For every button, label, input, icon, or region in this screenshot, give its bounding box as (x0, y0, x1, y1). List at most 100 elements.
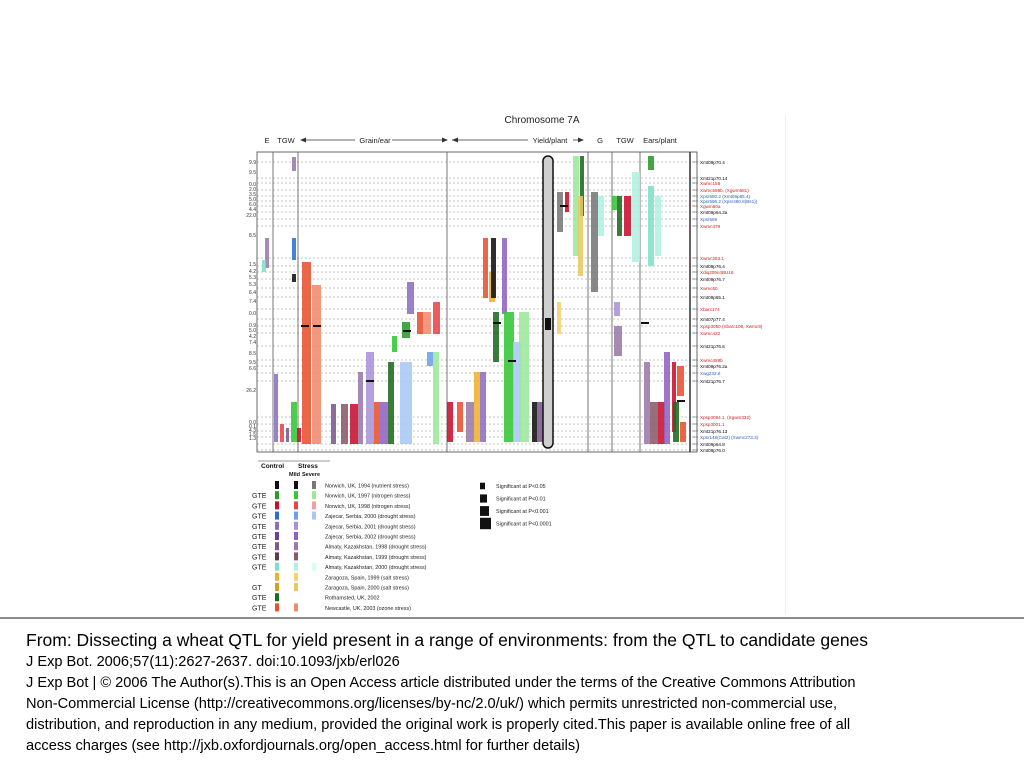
qtl-bar-43 (537, 402, 543, 442)
arrow-head-right (442, 137, 448, 143)
marker-label-1: Xmt21p70.14 (700, 176, 728, 181)
legend-swatch-9-0 (275, 572, 279, 581)
legend-label-10: Zaragoza, Spain, 2000 (salt stress) (325, 586, 409, 592)
qtl-bar-5 (274, 374, 278, 442)
lod-label-3: 2.0 (249, 187, 256, 193)
qtl-bar-47 (573, 156, 579, 256)
marker-label-20: Xmt21p76.6 (700, 344, 725, 349)
legend-swatch-3-1 (294, 511, 298, 520)
significance-glyph-0 (480, 482, 485, 490)
legend-swatch-10-1 (294, 583, 298, 591)
caption-title: From: Dissecting a wheat QTL for yield p… (26, 630, 869, 650)
header-label-tgw: TGW (616, 136, 634, 145)
legend-swatch-12-0 (275, 603, 279, 612)
lod-label-9: 8.5 (249, 233, 256, 239)
legend-swatch-0-0 (275, 481, 279, 489)
header-label-e: E (264, 136, 269, 145)
lod-label-24: 26.2 (246, 388, 256, 394)
qtl-bar-59 (648, 186, 654, 266)
qtl-bar-62 (650, 402, 658, 444)
marker-label-24: Xmt21p76.7 (700, 379, 725, 384)
qtl-bar-67 (673, 402, 679, 442)
legend-tag-4: GTE (252, 524, 267, 531)
legend-swatch-2-0 (275, 501, 279, 510)
qtl-bar-3 (292, 238, 296, 260)
legend-label-12: Newcastle, UK, 2003 (ozone stress) (325, 606, 411, 612)
qtl-bar-28 (433, 352, 439, 444)
plot-frame (256, 151, 698, 453)
marker-label-18: Xpsp3050 (Xbarc108, Xwmc9) (700, 324, 763, 329)
qtl-bar-33 (480, 372, 486, 442)
lod-label-14: 6.4 (249, 290, 256, 296)
qtl-bar-10 (302, 262, 311, 444)
marker-label-14: Xwmc60 (700, 286, 718, 291)
qtl-bar-0 (265, 238, 269, 268)
legend-tag-8: GTE (252, 565, 267, 572)
legend-swatch-0-2 (312, 481, 316, 489)
qtl-bar-57 (632, 172, 640, 262)
qtl-bar-55 (617, 196, 622, 236)
legend-label-8: Almaty, Kazakhstan, 2000 (drought stress… (325, 565, 427, 571)
qtl-bar-54 (614, 326, 622, 356)
lod-label-2: 0.0 (249, 182, 256, 188)
qtl-bar-14 (350, 404, 358, 444)
legend-swatch-7-0 (275, 552, 279, 561)
qtl-bar-16 (366, 352, 374, 444)
qtl-bar-46 (565, 192, 569, 212)
marker-label-13: Xmt09p76.7 (700, 277, 725, 282)
lod-label-7: 4.4 (249, 207, 256, 213)
legend-swatch-4-1 (294, 521, 298, 530)
lod-label-19: 4.2 (249, 334, 256, 340)
caption-license-line-3: distribution, and reproduction in any me… (26, 717, 851, 733)
lod-label-1: 9.5 (249, 170, 256, 176)
marker-label-12: Xdiq209n4BU16 (700, 270, 734, 275)
qtl-bar-49 (578, 196, 583, 276)
legend-tag-6: GTE (252, 544, 267, 551)
chart-title: Chromosome 7A (504, 115, 579, 126)
marker-label-0: Xmt09p70.4 (700, 160, 725, 165)
legend-tag-1: GTE (252, 493, 267, 500)
lod-label-6: 6.0 (249, 202, 256, 208)
qtl-bar-11 (312, 285, 321, 444)
qtl-bar-9 (297, 428, 301, 442)
lod-label-22: 9.5 (249, 360, 256, 366)
significance-label-1: Significant at P<0.01 (496, 497, 546, 503)
qtl-bar-42 (532, 402, 537, 442)
caption-divider (0, 617, 1024, 619)
marker-label-15: Xmt09p65.1 (700, 295, 725, 300)
lod-label-0: 9.9 (249, 160, 256, 166)
header-label-tgw: TGW (277, 136, 295, 145)
qtl-bar-51 (598, 196, 604, 236)
arrow-head-left-2 (452, 137, 458, 143)
qtl-bar-4 (292, 274, 296, 282)
caption-license-line-1: J Exp Bot | © 2006 The Author(s).This is… (26, 675, 856, 691)
lod-label-23: 6.6 (249, 366, 256, 372)
qtl-bar-18 (380, 402, 388, 444)
qtl-bar-21 (400, 362, 412, 444)
qtl-bar-27 (433, 302, 440, 334)
legend-swatch-1-2 (312, 491, 316, 500)
header-label-yieldplant: Yield/plant (533, 136, 569, 145)
lod-label-13: 5.3 (249, 282, 256, 288)
legend-tag-7: GTE (252, 554, 267, 561)
qtl-bar-30 (457, 402, 463, 432)
marker-label-5: Xpsr596.2 (Xpsr490.8(Bs1)) (700, 199, 758, 204)
legend-swatch-3-0 (275, 511, 279, 520)
qtl-bar-8 (291, 402, 297, 442)
legend-label-5: Zajecar, Serbia, 2002 (drought stress) (325, 535, 416, 541)
marker-label-17: Xmt07p77.4 (700, 317, 725, 322)
marker-label-9: Xwmc479 (700, 224, 721, 229)
marker-label-4: Xpsr680.2 (Xmt09p65.4) (700, 194, 751, 199)
legend-tag-3: GTE (252, 514, 267, 521)
qtl-bar-36 (491, 238, 496, 298)
qtl-bar-44 (557, 192, 563, 232)
qtl-bar-23 (407, 282, 414, 314)
marker-label-7: Xmt09p64.2a (700, 210, 728, 215)
legend-swatch-8-1 (294, 562, 298, 571)
qtl-bar-32 (474, 372, 480, 442)
lod-label-26: 0.1 (249, 424, 256, 430)
legend-swatch-3-2 (312, 511, 316, 520)
legend-header-severe: Severe (302, 472, 320, 478)
qtl-bar-64 (664, 352, 670, 444)
